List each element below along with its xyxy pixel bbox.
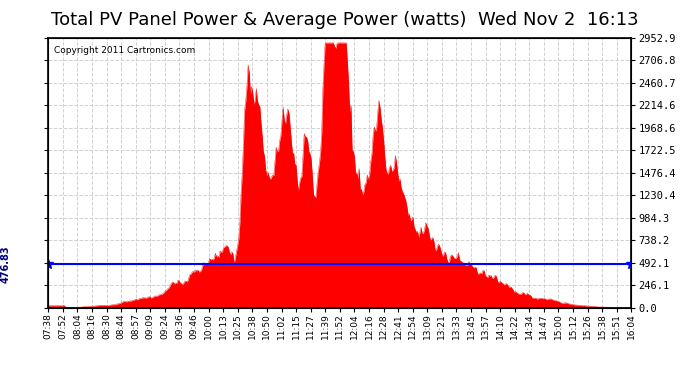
Text: 476.83: 476.83 [1, 245, 10, 283]
Text: Total PV Panel Power & Average Power (watts)  Wed Nov 2  16:13: Total PV Panel Power & Average Power (wa… [51, 11, 639, 29]
Text: Copyright 2011 Cartronics.com: Copyright 2011 Cartronics.com [54, 46, 195, 55]
